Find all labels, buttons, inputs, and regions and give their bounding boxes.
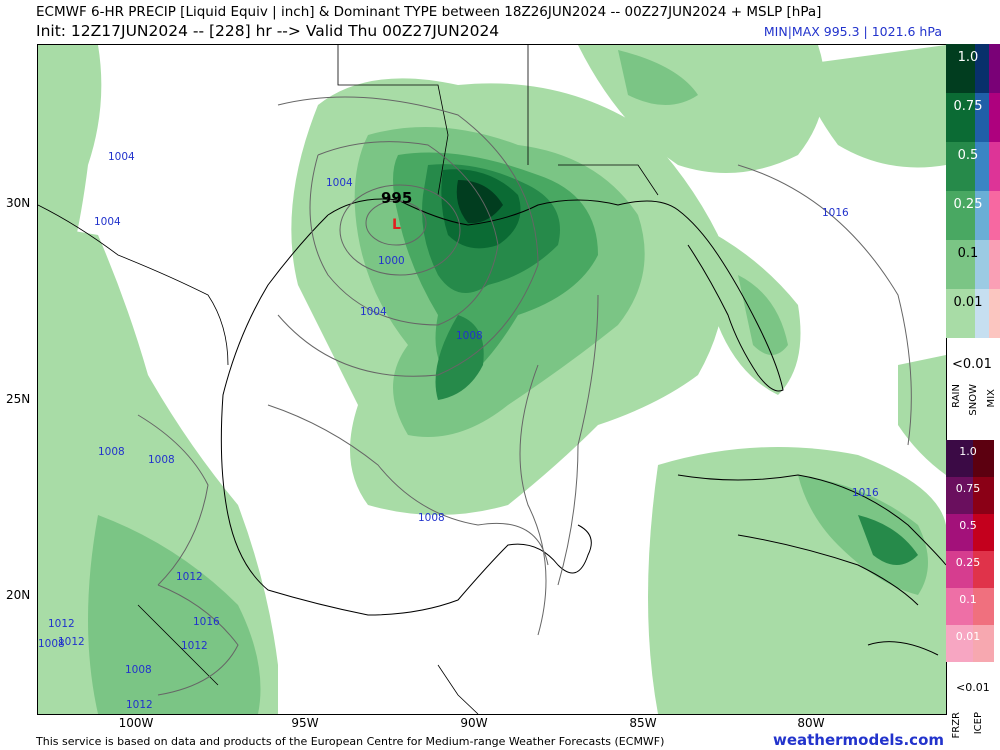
legend-swatch-snow — [975, 240, 989, 289]
legend-swatch-rain — [946, 93, 975, 142]
legend-swatch-mix — [989, 44, 1000, 93]
legend-level-label: 0.01 — [955, 630, 981, 643]
legend-swatch-frzr — [946, 551, 973, 588]
lt-label: <0.01 — [952, 357, 992, 372]
legend-swatch-snow — [975, 93, 989, 142]
isobar-label: 1008 — [148, 454, 175, 466]
lon-label: 80W — [797, 716, 825, 730]
lon-label: 100W — [118, 716, 154, 730]
isobar-label: 1012 — [126, 699, 153, 711]
isobar-label: 1016 — [852, 487, 879, 499]
legend-level-label: 0.5 — [959, 519, 977, 532]
legend-level-label: 1.0 — [959, 445, 977, 458]
isobar-label: 1008 — [38, 638, 65, 650]
type-label-frzr: FRZR — [951, 712, 962, 739]
type-label-rain: RAIN — [951, 384, 962, 408]
isobar-label: 1008 — [125, 664, 152, 676]
lt-label-2: <0.01 — [956, 681, 990, 694]
legend-swatch-mix — [989, 240, 1000, 289]
legend-swatch-rain — [946, 289, 975, 338]
lat-label: 25N — [6, 392, 31, 406]
map-canvas: 1004 1004 1004 1000 1004 1008 1008 1008 … — [38, 45, 946, 714]
legend-swatch-icep — [973, 440, 994, 477]
isobar-label: 1008 — [98, 446, 125, 458]
legend-swatch-icep — [973, 477, 994, 514]
legend-swatch-icep — [973, 588, 994, 625]
legend-swatch-rain — [946, 240, 975, 289]
isobar-label: 1004 — [326, 177, 353, 189]
lat-label: 20N — [6, 588, 31, 602]
type-label-mix: MIX — [986, 389, 997, 408]
legend-swatch-snow — [975, 142, 989, 191]
legend-level-label: 0.25 — [953, 197, 983, 212]
isobar-label: 1012 — [181, 640, 208, 652]
isobars — [137, 96, 912, 696]
isobar-label: 1016 — [822, 207, 849, 219]
legend-swatch-icep — [973, 551, 994, 588]
precip-map: 1004 1004 1004 1000 1004 1008 1008 1008 … — [37, 44, 947, 715]
lon-label: 95W — [291, 716, 319, 730]
legend-swatch-frzr — [946, 440, 973, 477]
legend-level-label: 0.1 — [959, 593, 977, 606]
legend-swatch-snow — [975, 289, 989, 338]
legend-level-label: 0.75 — [953, 99, 983, 114]
header-title: ECMWF 6-HR PRECIP [Liquid Equiv | inch] … — [36, 4, 822, 20]
legend-swatch-rain — [946, 44, 975, 93]
isobar-label: 1012 — [48, 618, 75, 630]
isobar-label: 1016 — [193, 616, 220, 628]
legend-swatch-icep — [973, 514, 994, 551]
legend-swatch-snow — [975, 191, 989, 240]
coastlines — [220, 198, 946, 656]
legend-swatch-mix — [989, 289, 1000, 338]
color-legend: 1.0 0.75 0.5 0.25 0.1 0.01 <0.01 RAIN SNOW MI… — [946, 44, 1000, 750]
footer-credit: This service is based on data and produc… — [36, 735, 665, 748]
isobar-label: 1012 — [58, 636, 85, 648]
isobar-label: 1012 — [176, 571, 203, 583]
low-pressure-symbol: L — [392, 217, 401, 233]
isobar-label: 1008 — [418, 512, 445, 524]
lon-label: 85W — [629, 716, 657, 730]
legend-swatch-frzr — [946, 477, 973, 514]
legend-swatch-mix — [989, 142, 1000, 191]
precip-shading — [38, 45, 946, 714]
minmax-readout: MIN|MAX 995.3 | 1021.6 hPa — [763, 24, 942, 39]
type-label-snow: SNOW — [968, 384, 979, 416]
isobar-label: 1004 — [360, 306, 387, 318]
type-label-icep: ICEP — [973, 712, 984, 735]
legend-level-label: 0.75 — [955, 482, 981, 495]
legend-level-label: 0.1 — [957, 246, 979, 261]
legend-swatch-rain — [946, 191, 975, 240]
header-init-valid: Init: 12Z17JUN2024 -- [228] hr --> Valid… — [36, 22, 500, 40]
isobar-label: 1000 — [378, 255, 405, 267]
legend-swatch-rain — [946, 142, 975, 191]
isobar-label: 1004 — [108, 151, 135, 163]
legend-swatch-frzr — [946, 514, 973, 551]
legend-swatch-mix — [989, 191, 1000, 240]
low-pressure-value: 995 — [381, 189, 412, 207]
legend-level-label: 0.01 — [953, 295, 983, 310]
legend-level-label: 0.5 — [957, 148, 979, 163]
legend-swatch-mix — [989, 93, 1000, 142]
lon-label: 90W — [460, 716, 488, 730]
isobar-labels: 1004 1004 1004 1000 1004 1008 1008 1008 … — [38, 151, 879, 711]
legend-swatch-frzr — [946, 625, 973, 662]
legend-swatch-icep — [973, 625, 994, 662]
legend-level-label: 0.25 — [955, 556, 981, 569]
legend-level-label: 1.0 — [957, 50, 979, 65]
isobar-label: 1004 — [94, 216, 121, 228]
isobar-label: 1008 — [456, 330, 483, 342]
legend-swatch-snow — [975, 44, 989, 93]
lat-label: 30N — [6, 196, 31, 210]
site-link[interactable]: weathermodels.com — [772, 731, 944, 749]
legend-swatch-frzr — [946, 588, 973, 625]
